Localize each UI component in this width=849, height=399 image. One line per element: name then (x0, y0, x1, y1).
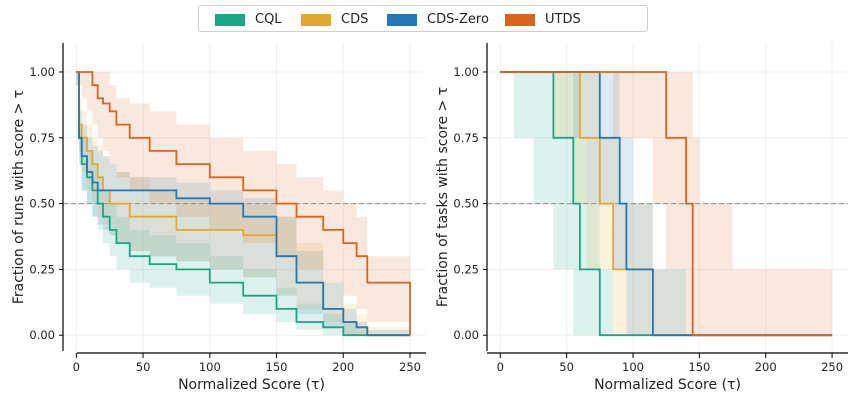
y-tick-label: 0.25 (29, 262, 55, 276)
legend-label: UTDS (545, 12, 581, 27)
x-axis-label: Normalized Score (τ) (178, 377, 325, 393)
x-tick-label: 150 (266, 360, 288, 374)
y-tick-label: 0.50 (453, 197, 479, 211)
y-tick-label: 0.50 (29, 197, 55, 211)
y-tick-label: 1.00 (453, 65, 479, 79)
series-line-utds (500, 71, 833, 337)
x-tick-label: 200 (332, 360, 354, 374)
ci-band-cql (76, 72, 411, 336)
legend-item-cds-zero: CDS-Zero (387, 6, 489, 33)
legend-swatch (387, 13, 417, 26)
legend-item-cql: CQL (215, 6, 282, 33)
x-tick-label: 50 (559, 360, 574, 374)
legend-label: CQL (255, 12, 282, 27)
y-axis-label: Fraction of tasks with score > τ (435, 87, 451, 307)
series-line-cds-zero (76, 71, 410, 337)
x-tick-label: 0 (497, 360, 504, 374)
x-tick-label: 100 (199, 360, 221, 374)
legend-swatch (215, 13, 245, 26)
x-tick-label: 0 (73, 360, 80, 374)
y-tick-label: 0.25 (453, 262, 479, 276)
legend-label: CDS-Zero (427, 12, 489, 27)
chart-panel-1: 0 50 100 150 200 250 0.00 0.25 0.50 0.75 1.00 Norma… (11, 43, 426, 393)
x-tick-label: 200 (755, 360, 777, 374)
x-tick-label: 250 (399, 360, 421, 374)
y-tick-label: 0.00 (29, 328, 55, 342)
legend-label: CDS (341, 12, 369, 27)
series-line-cql (76, 71, 410, 337)
legend: CQL CDS CDS-Zero UTDS (198, 5, 648, 32)
y-axis-label: Fraction of runs with score > τ (11, 90, 27, 304)
x-tick-label: 50 (136, 360, 151, 374)
series-line-utds (76, 71, 411, 336)
y-tick-label: 0.75 (453, 131, 479, 145)
y-tick-label: 0.00 (453, 328, 479, 342)
legend-swatch (505, 13, 535, 26)
legend-swatch (301, 13, 331, 26)
x-tick-label: 150 (688, 360, 710, 374)
y-tick-label: 1.00 (29, 65, 55, 79)
chart-panel-2: 0 50 100 150 200 250 0.00 0.25 0.50 0.75 1.00 Norma… (435, 43, 848, 393)
legend-item-utds: UTDS (505, 6, 581, 33)
x-axis-label: Normalized Score (τ) (594, 377, 741, 393)
y-tick-label: 0.75 (29, 131, 55, 145)
legend-item-cds: CDS (301, 6, 368, 33)
x-tick-label: 100 (622, 360, 644, 374)
x-tick-label: 250 (821, 360, 843, 374)
